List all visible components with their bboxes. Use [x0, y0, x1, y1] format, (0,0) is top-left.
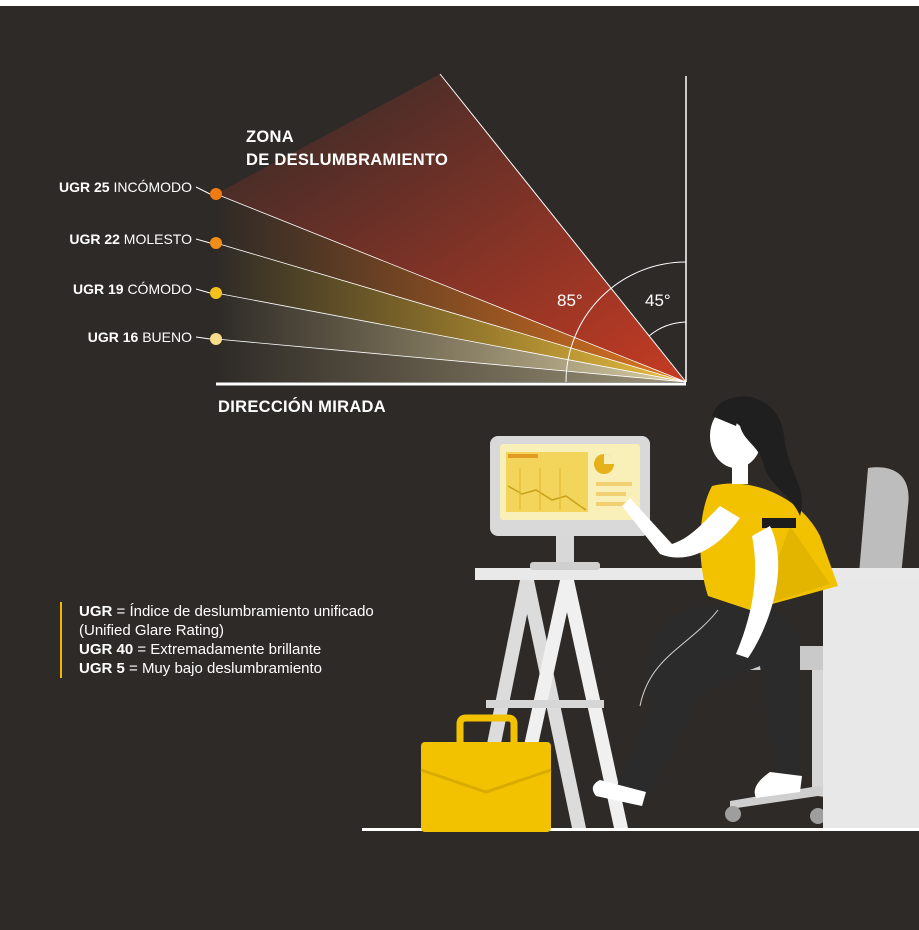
legend-line: UGR = Índice de deslumbramiento unificad…: [79, 602, 374, 621]
screen-heading-bar: [508, 454, 538, 458]
screen-pie-slice: [604, 454, 614, 464]
desk-crossbar: [486, 700, 604, 708]
briefcase-handle: [456, 714, 518, 746]
ugr16-label: UGR 16 BUENO: [88, 329, 192, 345]
ugr-code: UGR 22: [69, 231, 120, 247]
line-45: [439, 73, 687, 383]
gaze-direction-label: DIRECCIÓN MIRADA: [218, 398, 386, 416]
person-hair: [720, 396, 802, 516]
leader-ugr25: [195, 186, 211, 195]
legend-text: = Extremadamente brillante: [133, 641, 322, 658]
briefcase-flap: [420, 768, 552, 794]
person-sleeve-band: [762, 518, 796, 528]
glare-zone-title-line1: ZONA: [246, 128, 294, 146]
dot-ugr25: [210, 188, 222, 200]
legend-text: = Índice de deslumbramiento unificado: [112, 603, 374, 620]
glare-diagram: [195, 73, 919, 832]
person-legs-outline: [639, 609, 719, 707]
legend-key: UGR 40: [79, 641, 134, 658]
screen-text-bar: [596, 482, 632, 486]
chair-wheel: [810, 808, 826, 824]
person-hair-front: [712, 397, 744, 426]
ugr-rating: BUENO: [142, 329, 192, 345]
ugr19-label: UGR 19 CÓMODO: [73, 281, 192, 297]
angle-45-label: 45°: [645, 291, 671, 310]
ugr-code: UGR 25: [58, 179, 110, 195]
angle-85-label: 85°: [557, 291, 583, 310]
legend-key: UGR: [79, 603, 113, 620]
arc-85: [565, 261, 687, 383]
dot-ugr16: [210, 333, 222, 345]
ugr-rating: INCÓMODO: [113, 179, 192, 195]
person-arm-back: [736, 526, 779, 658]
briefcase: [421, 742, 551, 832]
leader-ugr19: [195, 288, 211, 294]
monitor-foot: [530, 562, 600, 570]
ugr-rating: MOLESTO: [123, 231, 192, 247]
floor-line: [362, 828, 919, 831]
legend-key: UGR 5: [79, 660, 125, 677]
glare-zone: [216, 74, 686, 382]
office-illustration: [362, 396, 919, 832]
dark-panel: ZONA DE DESLUMBRAMIENTO UGR 25 INCÓMODO …: [0, 6, 919, 930]
line-ugr22: [215, 242, 687, 383]
shoe: [592, 780, 646, 806]
cabinet: [823, 580, 919, 828]
torso-shadow: [760, 526, 830, 606]
ugr-code: UGR 19: [72, 281, 124, 297]
screen-text-bar: [596, 502, 632, 506]
line-ugr25: [215, 193, 687, 383]
line-ugr19: [215, 292, 687, 383]
person-arm: [622, 498, 740, 558]
leader-ugr16: [195, 336, 211, 340]
legend-line: UGR 40 = Extremadamente brillante: [79, 640, 374, 659]
screen-chart-line: [507, 485, 587, 511]
legend-line: (Unified Glare Rating): [79, 621, 374, 640]
legend-text: (Unified Glare Rating): [79, 622, 225, 639]
chair-post: [812, 670, 824, 790]
legend-text: = Muy bajo deslumbramiento: [124, 660, 323, 677]
ugr-legend: UGR = Índice de deslumbramiento unificad…: [60, 602, 374, 678]
person-legs: [615, 602, 800, 798]
dot-ugr22: [210, 237, 222, 249]
ugr-rating: CÓMODO: [127, 281, 192, 297]
dot-ugr19: [210, 287, 222, 299]
line-ugr16: [215, 338, 687, 383]
legend-line: UGR 5 = Muy bajo deslumbramiento: [79, 659, 374, 678]
ugr-code: UGR 16: [87, 329, 139, 345]
chair-wheel: [725, 806, 741, 822]
glare-zone-title-line2: DE DESLUMBRAMIENTO: [246, 151, 449, 169]
ugr22-label: UGR 22 MOLESTO: [69, 231, 192, 247]
leader-ugr22: [195, 238, 211, 244]
arc-45: [648, 321, 687, 337]
ugr25-label: UGR 25 INCÓMODO: [59, 179, 192, 195]
shoe: [754, 772, 802, 798]
screen-text-bar: [596, 492, 626, 496]
